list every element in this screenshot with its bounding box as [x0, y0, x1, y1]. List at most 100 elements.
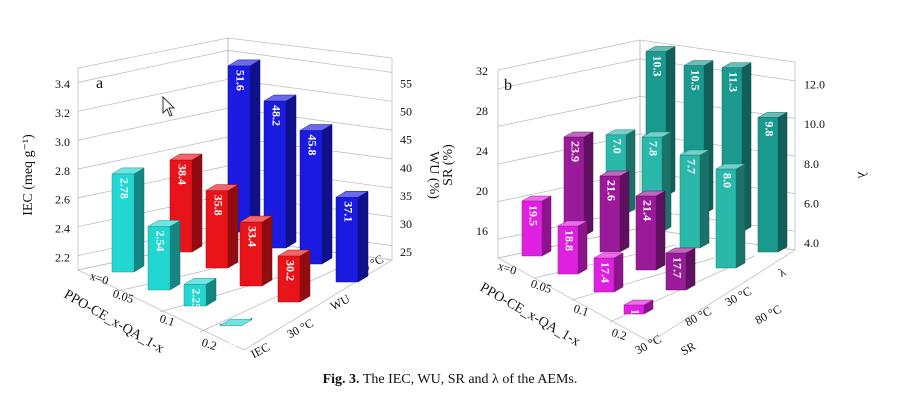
- bars: 2.78 38.4 51.6 2.54 35.8 48.2 2.25 33.4 45.8 2.09…: [111, 59, 369, 350]
- depth-axis-title: PPO-CE_x-QA_1-x: [477, 280, 582, 349]
- depth-tick-label: 0.05: [111, 286, 135, 306]
- bar-purple: 21.6: [599, 170, 630, 253]
- bar-purple: 17.7: [665, 247, 696, 291]
- bar-data-label: 7.8: [646, 141, 660, 156]
- bar-red: 33.4: [239, 215, 273, 287]
- right-tick-label: 8.0: [804, 157, 819, 171]
- left-tick-label: 2.8: [55, 164, 70, 178]
- bar-blue: 48.2: [263, 94, 297, 249]
- left-axis-ticks: 16 20 24 28 32: [476, 64, 488, 238]
- right-axis-title: WU (%): [426, 151, 441, 199]
- bar-data-label: 48.2: [269, 105, 283, 126]
- left-tick-label: 20: [476, 184, 488, 198]
- bar-blue: 37.1: [335, 190, 369, 283]
- right-tick-label: 55: [400, 77, 412, 91]
- bar-red: 35.8: [205, 184, 239, 269]
- left-tick-label: 32: [476, 64, 488, 78]
- group-tick-label: λ: [776, 265, 788, 280]
- bar-cyan: 2.25: [183, 277, 217, 309]
- bar-data-label: 2.09: [225, 329, 239, 350]
- depth-tick-labels: x=00.050.10.2: [88, 269, 218, 354]
- caption-text: The IEC, WU, SR and λ of the AEMs.: [362, 372, 578, 387]
- bar-data-label: 2.25: [189, 288, 203, 309]
- bar-data-label: 7.0: [610, 139, 624, 154]
- bar-tealLight: 8.0: [715, 163, 746, 269]
- bar-data-label: 9.8: [762, 121, 776, 136]
- bar-cyan: 2.09: [219, 317, 253, 350]
- bar-data-label: 11.3: [726, 72, 740, 92]
- bar-data-label: 21.6: [604, 180, 618, 201]
- left-tick-label: 2.2: [55, 250, 70, 264]
- left-tick-label: 3.0: [55, 135, 70, 149]
- left-tick-label: 3.2: [55, 106, 70, 120]
- depth-tick-label: 0.1: [572, 301, 591, 319]
- group-tick-label: 80 °C: [683, 304, 714, 329]
- panel-b-chart: 16 20 24 28 32 SR (%) 4.0 6.0 8.0 10.0 12.0 λ b x=0 0.…: [441, 39, 869, 358]
- depth-tick-label: 0.05: [529, 276, 553, 296]
- depth-tick-label: 0.2: [610, 325, 629, 343]
- bar-data-label: 18.8: [562, 230, 576, 251]
- right-axis-ticks: 25 30 35 40 45 50 55: [400, 77, 412, 259]
- left-tick-label: 24: [476, 144, 488, 158]
- left-tick-label: 2.6: [55, 193, 70, 207]
- left-tick-label: 16: [476, 224, 488, 238]
- bar-data-label: 33.4: [245, 226, 259, 247]
- bar-data-label: 2.54: [153, 231, 167, 252]
- bar-data-label: 10.5: [688, 70, 702, 91]
- left-tick-label: 2.4: [55, 221, 70, 235]
- bar-cyan: 2.78: [111, 167, 145, 273]
- bar-blue: 45.8: [299, 124, 333, 265]
- bar-data-label: 35.8: [211, 195, 225, 216]
- group-tick-label: SR: [678, 339, 698, 358]
- group-tick-label: 80 °C: [753, 302, 784, 327]
- bar-data-label: 8.0: [720, 173, 734, 188]
- left-axis-title: IEC (meq g⁻¹): [21, 134, 36, 216]
- right-tick-label: 25: [400, 245, 412, 259]
- bar-data-label: 45.8: [305, 135, 319, 156]
- panel-a-chart: 2.2 2.4 2.6 2.8 3.0 3.2 3.4 IEC (meq g⁻¹) 25 30 35…: [21, 37, 441, 361]
- group-tick-label: 30 °C: [285, 316, 316, 341]
- bar-data-label: 30.2: [283, 260, 297, 281]
- right-tick-label: 45: [400, 133, 412, 147]
- bar-magenta: 18.8: [557, 220, 588, 275]
- right-axis-ticks: 4.0 6.0 8.0 10.0 12.0: [804, 78, 825, 250]
- bar-data-label: 23.9: [568, 141, 582, 162]
- depth-tick-label: x=0: [496, 259, 518, 278]
- right-tick-label: 40: [400, 161, 412, 175]
- depth-tick-label: x=0: [88, 269, 110, 288]
- group-tick-label: IEC: [248, 340, 272, 361]
- right-axis-title: λ: [854, 172, 869, 179]
- group-tick-label: WU: [328, 291, 353, 313]
- bar-data-label: 19.5: [526, 205, 540, 226]
- bar-tealLight: 7.7: [679, 149, 710, 249]
- bar-data-label: 10.3: [650, 56, 664, 77]
- right-tick-label: 50: [400, 105, 412, 119]
- panel-letter: b: [504, 77, 512, 94]
- depth-tick-labels: x=0 0.05 0.1 0.2: [496, 259, 628, 344]
- group-tick-label: 30 °C: [723, 284, 754, 309]
- bar-purple: 23.9: [563, 131, 594, 237]
- bar-data-label: 21.4: [640, 200, 654, 221]
- bars: 10.3 7.0 23.9 19.5 10.5 7.8 21.6 18.8 11.3 7.7 21.…: [521, 46, 788, 330]
- bar-data-label: 38.4: [175, 164, 189, 185]
- bar-teal: 9.8: [757, 111, 788, 253]
- depth-tick-label: 0.1: [158, 311, 177, 329]
- bar-data-label: 17.7: [670, 257, 684, 278]
- bar-data-label: 37.1: [341, 201, 355, 222]
- bar-magenta: 14.9: [623, 299, 654, 330]
- bar-data-label: 2.78: [117, 178, 131, 199]
- bar-data-label: 7.7: [684, 159, 698, 174]
- left-axis-ticks: 2.2 2.4 2.6 2.8 3.0 3.2 3.4: [55, 77, 70, 264]
- group-tick-label: 30 °C: [633, 332, 664, 357]
- right-tick-label: 10.0: [804, 117, 825, 131]
- left-axis-title: SR (%): [441, 144, 456, 186]
- left-tick-label: 28: [476, 104, 488, 118]
- right-tick-label: 30: [400, 217, 412, 231]
- cursor-icon: [162, 95, 176, 117]
- right-tick-label: 4.0: [804, 236, 819, 250]
- right-tick-label: 12.0: [804, 78, 825, 92]
- right-tick-label: 35: [400, 189, 412, 203]
- bar-data-label: 17.4: [598, 262, 612, 283]
